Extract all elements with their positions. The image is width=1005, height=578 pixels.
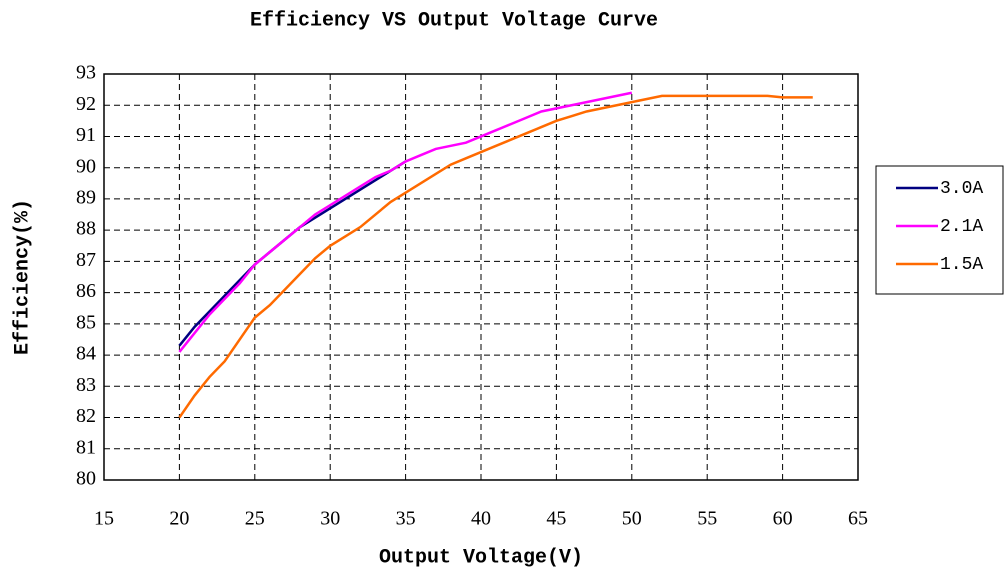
y-tick-label: 89 bbox=[76, 187, 96, 209]
x-tick-label: 30 bbox=[320, 508, 340, 530]
y-tick-label: 92 bbox=[76, 93, 96, 115]
y-tick-label: 86 bbox=[76, 280, 96, 302]
y-tick-label: 88 bbox=[76, 218, 96, 240]
series-line bbox=[178, 94, 813, 419]
chart-title: Efficiency VS Output Voltage Curve bbox=[250, 9, 658, 32]
legend-label: 1.5A bbox=[940, 255, 983, 275]
x-tick-label: 65 bbox=[848, 508, 868, 530]
x-tick-label: 15 bbox=[94, 508, 114, 530]
y-tick-label: 93 bbox=[76, 62, 96, 84]
y-tick-label: 82 bbox=[76, 405, 96, 427]
y-tick-label: 83 bbox=[76, 374, 96, 396]
y-tick-label: 81 bbox=[76, 436, 96, 458]
x-tick-label: 35 bbox=[396, 508, 416, 530]
y-tick-label: 87 bbox=[76, 249, 96, 271]
legend-label: 2.1A bbox=[940, 217, 983, 237]
x-tick-label: 55 bbox=[697, 508, 717, 530]
x-tick-label: 40 bbox=[471, 508, 491, 530]
x-tick-label: 60 bbox=[773, 508, 793, 530]
y-tick-label: 84 bbox=[76, 343, 96, 365]
legend-label: 3.0A bbox=[940, 179, 983, 199]
x-tick-label: 50 bbox=[622, 508, 642, 530]
x-axis-label: Output Voltage(V) bbox=[379, 546, 583, 569]
y-tick-label: 91 bbox=[76, 124, 96, 146]
x-tick-label: 25 bbox=[245, 508, 265, 530]
y-tick-label: 90 bbox=[76, 155, 96, 177]
y-axis-label: Efficiency(%) bbox=[11, 199, 34, 355]
series-line bbox=[178, 91, 633, 353]
plot-border bbox=[103, 73, 859, 481]
x-tick-label: 45 bbox=[546, 508, 566, 530]
y-tick-label: 80 bbox=[76, 468, 96, 490]
series-line bbox=[178, 160, 407, 347]
x-tick-label: 20 bbox=[169, 508, 189, 530]
y-tick-label: 85 bbox=[76, 311, 96, 333]
